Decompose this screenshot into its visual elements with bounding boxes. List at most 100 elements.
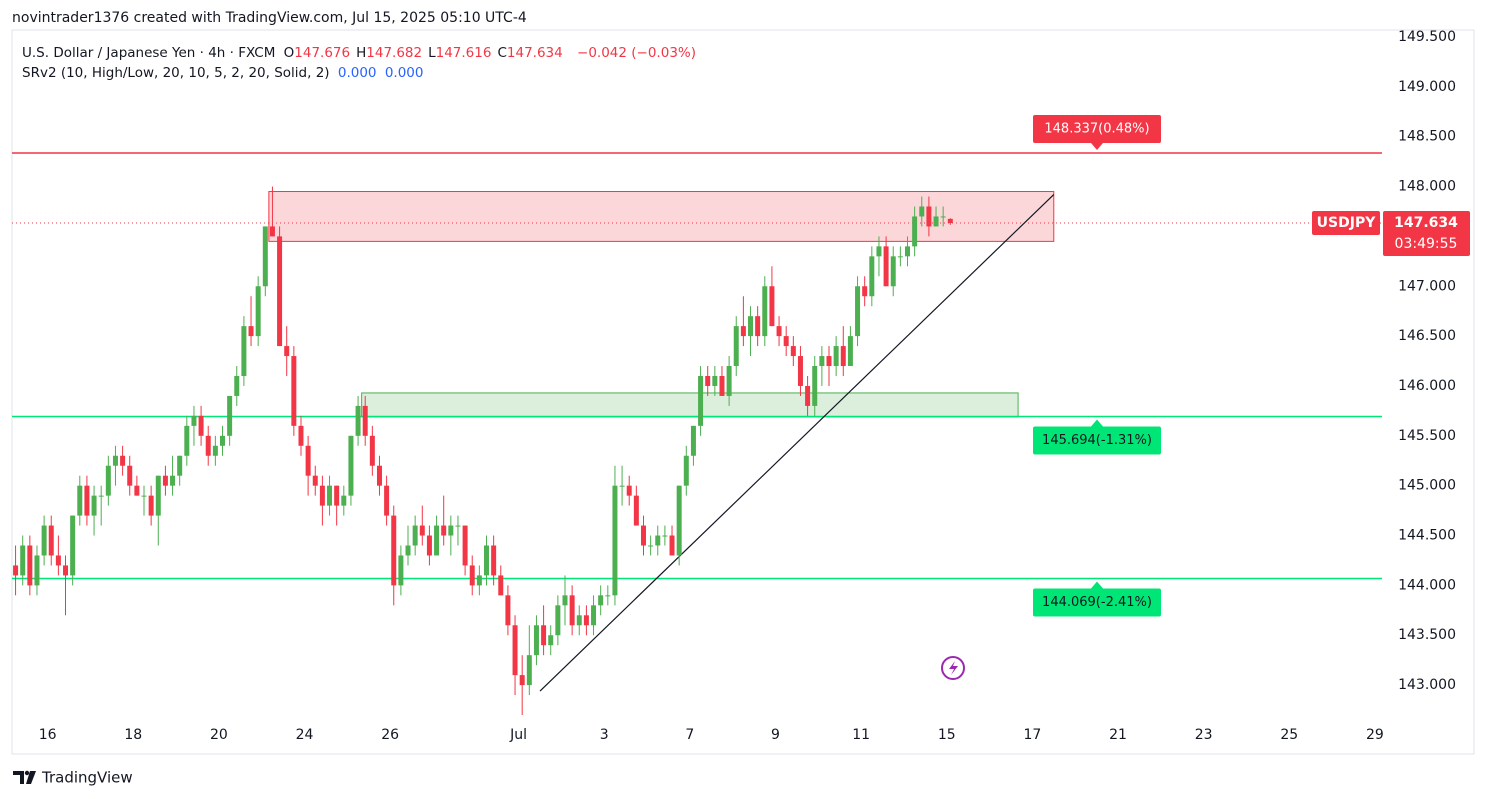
alert-icon xyxy=(941,656,965,680)
zone xyxy=(361,392,1019,418)
candle-body xyxy=(27,545,33,586)
candle-body xyxy=(41,525,47,556)
ohlc-value: 147.616 xyxy=(435,45,492,61)
candle-body xyxy=(569,595,575,626)
candle-body xyxy=(947,218,953,224)
level-label-box xyxy=(1033,114,1161,143)
candle-body xyxy=(855,286,861,337)
candle-body xyxy=(291,356,297,426)
ohlc-value: 147.682 xyxy=(366,45,423,61)
y-tick-label: 148.500 xyxy=(1398,129,1456,145)
ohlc-key: C xyxy=(497,45,507,61)
candle-body xyxy=(134,485,140,496)
candle-body xyxy=(890,256,896,287)
y-tick-label: 144.500 xyxy=(1398,528,1456,544)
candle-body xyxy=(933,216,939,227)
candle-body xyxy=(669,535,675,556)
brand-logo xyxy=(13,770,36,784)
candle-body xyxy=(141,495,147,497)
y-tick-label: 145.500 xyxy=(1398,428,1456,444)
candle-body xyxy=(298,425,304,446)
candle-body xyxy=(455,525,461,527)
candle-body xyxy=(783,336,789,347)
candle-body xyxy=(341,495,347,506)
change: −0.042 (−0.03%) xyxy=(577,45,696,61)
candle-body xyxy=(740,326,746,337)
candle-body xyxy=(434,525,440,556)
candle-body xyxy=(484,545,490,576)
candle-body xyxy=(55,555,61,566)
candle-body xyxy=(719,375,725,396)
candle-body xyxy=(904,246,910,257)
x-tick-label: 16 xyxy=(39,727,57,743)
candle-body xyxy=(555,605,561,636)
candle-body xyxy=(441,525,447,536)
candle-body xyxy=(498,575,504,596)
symbol-tag: USDJPY xyxy=(1317,215,1377,231)
candle-body xyxy=(591,605,597,626)
x-tick-label: 7 xyxy=(685,727,694,743)
candle-body xyxy=(876,246,882,257)
candle-body xyxy=(77,485,83,516)
x-tick-label: 26 xyxy=(381,727,399,743)
candle-body xyxy=(91,495,97,516)
candle-body xyxy=(184,425,190,456)
x-tick-label: 21 xyxy=(1109,727,1127,743)
x-tick-label: 3 xyxy=(600,727,609,743)
symbol-tag-box xyxy=(1312,211,1380,236)
chart-frame xyxy=(11,29,1475,755)
y-tick-label: 147.000 xyxy=(1398,278,1456,294)
candle-body xyxy=(212,445,218,456)
candle-body xyxy=(897,256,903,258)
ohlc: O147.676 H147.682 L147.616 C147.634 xyxy=(284,45,569,61)
candle-body xyxy=(355,405,361,436)
candle-body xyxy=(48,525,54,556)
candle-body xyxy=(562,595,568,606)
candle-body xyxy=(533,625,539,656)
candle-body xyxy=(205,435,211,456)
candle-body xyxy=(690,425,696,456)
candle-body xyxy=(177,455,183,476)
candle-body xyxy=(448,525,454,536)
candle-body xyxy=(376,465,382,486)
candle-body xyxy=(262,226,268,287)
candle-body xyxy=(384,485,390,516)
candle-body xyxy=(926,206,932,227)
candle-body xyxy=(84,485,90,516)
y-tick-label: 145.000 xyxy=(1398,478,1456,494)
candle-body xyxy=(398,555,404,586)
level-label-pointer xyxy=(1091,419,1103,427)
ohlc-value: 147.676 xyxy=(294,45,351,61)
candle-body xyxy=(733,326,739,367)
symbol-legend: U.S. Dollar / Japanese Yen · 4h · FXCM O… xyxy=(22,45,700,61)
candle-body xyxy=(541,625,547,646)
candle-body xyxy=(583,615,589,626)
candle-body xyxy=(833,346,839,367)
candle-body xyxy=(248,326,254,337)
candle-body xyxy=(312,475,318,486)
level-label-pointer xyxy=(1091,142,1103,150)
candle-body xyxy=(940,216,946,218)
y-tick-label: 146.500 xyxy=(1398,328,1456,344)
trendline xyxy=(539,194,1055,692)
candle-body xyxy=(612,485,618,596)
candle-body xyxy=(112,455,118,466)
candle-body xyxy=(105,465,111,496)
candle-body xyxy=(919,206,925,217)
y-tick-label: 143.500 xyxy=(1398,627,1456,643)
candle-body xyxy=(234,375,240,396)
candle-body xyxy=(20,545,26,576)
candle-body xyxy=(391,515,397,586)
x-tick-label: 9 xyxy=(771,727,780,743)
ohlc-value: 147.634 xyxy=(506,45,563,61)
candle-body xyxy=(826,356,832,367)
symbol: U.S. Dollar / Japanese Yen · 4h · FXCM xyxy=(22,45,276,61)
x-tick-label: 23 xyxy=(1195,727,1213,743)
candle-body xyxy=(469,565,475,586)
price-tag-box xyxy=(1383,211,1470,257)
candle-body xyxy=(869,256,875,297)
x-tick-label: 20 xyxy=(210,727,228,743)
candle-body xyxy=(862,286,868,297)
candle-body xyxy=(148,495,154,516)
